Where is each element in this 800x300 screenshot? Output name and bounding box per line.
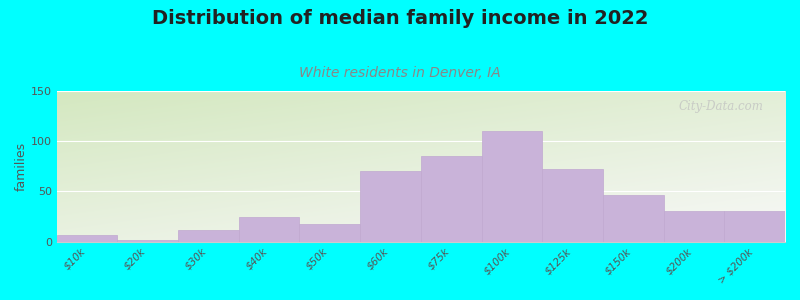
Bar <box>421 156 482 242</box>
Bar <box>603 195 664 242</box>
Text: White residents in Denver, IA: White residents in Denver, IA <box>299 66 501 80</box>
Bar <box>238 217 299 242</box>
Bar <box>299 224 360 242</box>
Y-axis label: families: families <box>15 142 28 191</box>
Bar <box>57 235 118 242</box>
Text: City-Data.com: City-Data.com <box>678 100 763 113</box>
Bar <box>664 212 724 242</box>
Bar <box>482 131 542 242</box>
Bar <box>118 240 178 242</box>
Bar <box>360 171 421 242</box>
Bar <box>724 212 785 242</box>
Text: Distribution of median family income in 2022: Distribution of median family income in … <box>152 9 648 28</box>
Bar <box>178 230 238 242</box>
Bar <box>542 169 603 242</box>
